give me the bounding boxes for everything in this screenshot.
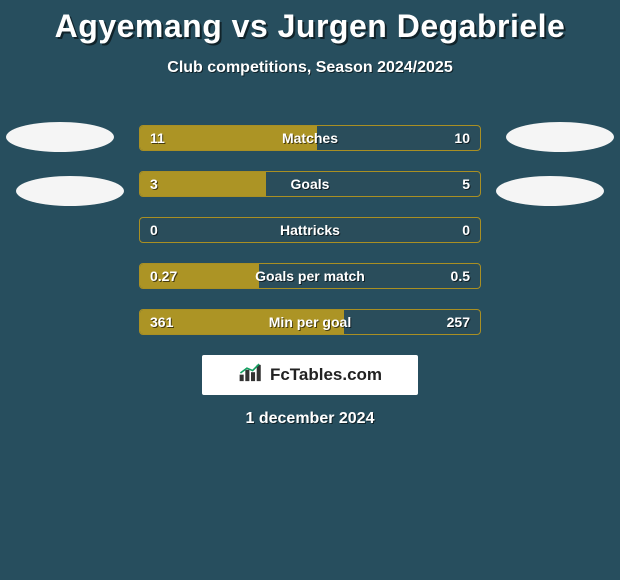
player-right-avatar-1 bbox=[506, 122, 614, 152]
bar-value-right: 0 bbox=[462, 218, 470, 242]
branding-link[interactable]: FcTables.com bbox=[202, 355, 418, 395]
bar-label: Goals per match bbox=[140, 264, 480, 288]
bar-row-hattricks: 0 Hattricks 0 bbox=[139, 217, 481, 243]
bar-row-mpg: 361 Min per goal 257 bbox=[139, 309, 481, 335]
page-title: Agyemang vs Jurgen Degabriele bbox=[0, 0, 620, 45]
bar-label: Hattricks bbox=[140, 218, 480, 242]
player-left-avatar-1 bbox=[6, 122, 114, 152]
comparison-chart: 11 Matches 10 3 Goals 5 0 Hattricks 0 0.… bbox=[139, 125, 481, 355]
bar-value-right: 5 bbox=[462, 172, 470, 196]
bar-value-right: 257 bbox=[447, 310, 470, 334]
bar-value-right: 10 bbox=[454, 126, 470, 150]
bar-label: Min per goal bbox=[140, 310, 480, 334]
subtitle: Club competitions, Season 2024/2025 bbox=[0, 59, 620, 77]
player-right-avatar-2 bbox=[496, 176, 604, 206]
bar-label: Goals bbox=[140, 172, 480, 196]
bar-row-gpm: 0.27 Goals per match 0.5 bbox=[139, 263, 481, 289]
date-label: 1 december 2024 bbox=[0, 410, 620, 428]
bar-row-goals: 3 Goals 5 bbox=[139, 171, 481, 197]
branding-text: FcTables.com bbox=[270, 365, 382, 385]
bar-row-matches: 11 Matches 10 bbox=[139, 125, 481, 151]
bar-chart-icon bbox=[238, 362, 264, 389]
bar-value-right: 0.5 bbox=[451, 264, 470, 288]
player-left-avatar-2 bbox=[16, 176, 124, 206]
bar-label: Matches bbox=[140, 126, 480, 150]
